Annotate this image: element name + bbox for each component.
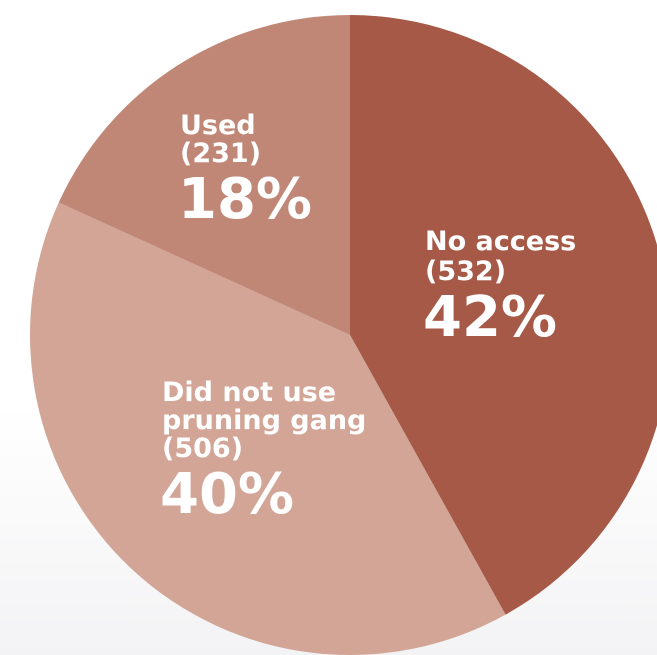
pie-slice <box>350 15 657 615</box>
slice-percent-label: 18% <box>178 167 312 232</box>
slice-count-label: (231) <box>180 138 261 169</box>
slice-percent-label: 40% <box>160 462 294 527</box>
slice-percent-label: 42% <box>423 285 557 350</box>
slice-name-label: pruning gang <box>162 405 366 436</box>
slice-count-label: (532) <box>425 256 506 287</box>
slice-name-label: Used <box>180 110 256 141</box>
slice-name-label: No access <box>425 226 576 257</box>
pie-slices <box>30 15 657 655</box>
slice-name-label: Did not use <box>162 377 336 408</box>
pie-slice <box>58 15 350 335</box>
pie-slice <box>30 202 506 655</box>
slice-count-label: (506) <box>162 433 243 464</box>
